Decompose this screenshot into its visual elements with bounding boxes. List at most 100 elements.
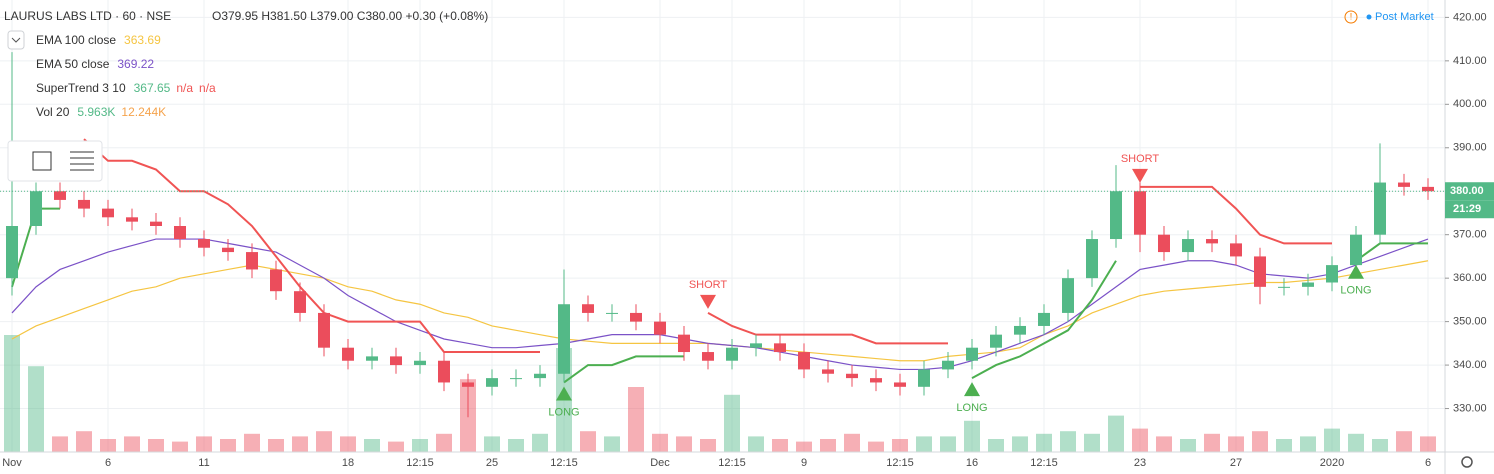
candle-body (1230, 243, 1242, 257)
settings-gear[interactable] (1461, 456, 1473, 468)
legend-value: 369.22 (117, 57, 154, 71)
chevron-icon (11, 37, 21, 43)
legend-collapse-button[interactable] (7, 30, 25, 50)
warning-mark: ! (1350, 11, 1353, 21)
signal-label: LONG (548, 406, 579, 418)
x-tick-label: 12:15 (886, 457, 914, 469)
volume-bar (652, 433, 668, 452)
legend-value: 363.69 (124, 33, 161, 47)
candle-body (1278, 286, 1290, 288)
x-tick-label: 9 (801, 457, 807, 469)
candle-body (1254, 256, 1266, 287)
warning-icon[interactable] (1344, 10, 1358, 24)
y-tick-label: 390.00 (1453, 142, 1487, 154)
y-tick-label: 370.00 (1453, 229, 1487, 241)
candle-body (918, 369, 930, 387)
drawing-toolbar (7, 140, 103, 182)
axes: 330.00 340.00 350.00 360.00 370.00 380.00 390.… (0, 11, 1494, 469)
volume-bar (748, 436, 764, 452)
volume-bar (1108, 415, 1124, 452)
candle-body (246, 252, 258, 270)
market-status: Post Market (1375, 11, 1434, 23)
volume-bar (172, 441, 188, 452)
ohlc-readout: O379.95 H381.50 L379.00 C380.00 +0.30 (+… (212, 9, 488, 23)
volume-bar (1396, 431, 1412, 452)
x-tick-label: 23 (1134, 457, 1146, 469)
volume-bar (1276, 439, 1292, 452)
candle-body (486, 378, 498, 387)
volume-bar (1420, 436, 1436, 452)
short-signal-arrow (700, 294, 716, 309)
indicator-line (11, 238, 1429, 371)
x-tick-label: 18 (342, 457, 354, 469)
volume-bar (4, 335, 20, 452)
candle-body (294, 291, 306, 313)
candle-body (6, 226, 18, 279)
volume-bar (1348, 433, 1364, 452)
volume-bar (196, 436, 212, 452)
candle-body (774, 343, 786, 353)
candle-body (270, 269, 282, 292)
legend-name: EMA 100 close (36, 33, 116, 47)
candle-body (870, 378, 882, 383)
volume-bar (772, 439, 788, 452)
volume-bar (892, 439, 908, 452)
candle-body (1206, 239, 1218, 244)
symbol-title[interactable]: LAURUS LABS LTD · 60 · NSE (4, 9, 171, 23)
candle-body (510, 378, 522, 380)
price-tag (1445, 182, 1494, 201)
candle-body (30, 191, 42, 226)
candle-body (1014, 325, 1026, 335)
candle-body (966, 347, 978, 361)
volume-bar (508, 439, 524, 452)
candle-body (54, 191, 66, 200)
candle-body (174, 226, 186, 240)
x-tick-label: 6 (105, 457, 111, 469)
volume-bar (1324, 428, 1340, 452)
candle-body (342, 347, 354, 361)
volume-bar (76, 431, 92, 452)
candle-body (702, 352, 714, 361)
volume-bar (940, 436, 956, 452)
y-tick-label: 340.00 (1453, 359, 1487, 371)
x-tick-label: 11 (198, 457, 209, 469)
volume-bar (676, 436, 692, 452)
annotation-layer: LONG SHORT LONG SHORT LONG (548, 153, 1371, 419)
rectangle-tool[interactable] (32, 151, 52, 171)
candle-body (1326, 265, 1338, 283)
candle-body (678, 334, 690, 353)
volume-bar (412, 439, 428, 452)
countdown-tag (1445, 200, 1494, 219)
candle-body (1062, 278, 1074, 313)
long-signal-arrow (1348, 264, 1364, 279)
y-tick-label: 400.00 (1453, 98, 1487, 110)
volume-bar (1060, 431, 1076, 452)
candle-body (558, 304, 570, 374)
volume-bar (244, 433, 260, 452)
indicator-line (83, 138, 1332, 354)
candle-body (366, 356, 378, 361)
candle-body (630, 312, 642, 322)
x-tick-label: 2020 (1320, 457, 1344, 469)
legend-value: 5.963K (77, 105, 115, 119)
candle-body (750, 343, 762, 348)
candle-body (942, 360, 954, 370)
legend-name: EMA 50 close (36, 57, 110, 71)
legend-value: n/a (199, 81, 216, 95)
volume-bar (340, 436, 356, 452)
candle-body (1398, 182, 1410, 187)
candle-body (654, 321, 666, 335)
legend-name: Vol 20 (36, 105, 70, 119)
settings-tool[interactable] (70, 151, 94, 171)
candle-body (1134, 191, 1146, 235)
volume-bar (724, 394, 740, 452)
volume-bar (796, 441, 812, 452)
volume-bar (124, 436, 140, 452)
volume-bar (532, 433, 548, 452)
volume-bar (1372, 439, 1388, 452)
x-tick-label: 16 (966, 457, 978, 469)
y-tick-label: 360.00 (1453, 272, 1487, 284)
x-tick-label: Dec (650, 457, 670, 469)
candle-body (222, 247, 234, 253)
